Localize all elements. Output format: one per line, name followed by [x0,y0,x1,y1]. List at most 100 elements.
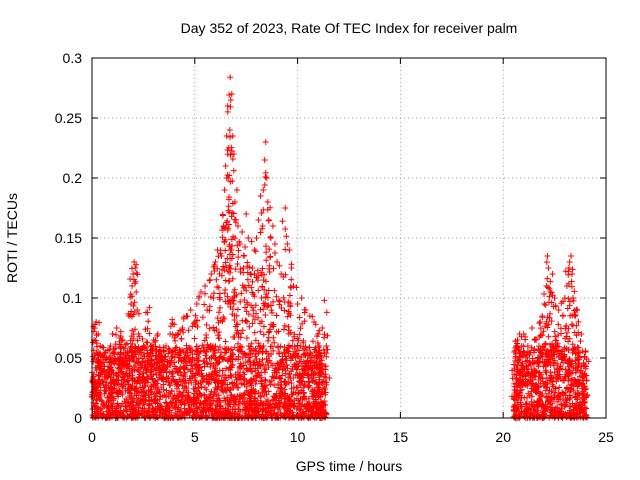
cloud-point [186,405,193,412]
cloud-point [202,352,209,359]
cloud-point [226,401,233,408]
data-point [231,199,238,205]
scatter-point [112,331,119,338]
cloud-point [102,388,109,395]
scatter-point [211,267,218,274]
cloud-point [251,395,258,402]
scatter-point [239,349,246,356]
scatter-point [127,337,134,344]
scatter-point [280,294,287,301]
cloud-point [297,406,304,413]
cloud-point [264,411,271,418]
scatter-point [183,342,190,349]
scatter-point [250,359,257,366]
data-point [136,333,143,340]
scatter-point [580,381,587,388]
scatter-point [137,351,144,358]
cloud-point [161,392,168,399]
cloud-point [113,411,120,418]
data-point [208,271,215,277]
cloud-point [164,402,171,409]
scatter-point [234,306,241,313]
data-point [97,343,104,349]
data-point [541,301,548,307]
y-tick-label: 0.15 [55,230,82,246]
cloud-point [304,364,311,371]
scatter-point [114,372,121,379]
cloud-point [188,397,195,404]
scatter-point [234,327,241,334]
scatter-point [147,363,154,370]
cloud-point [169,369,176,376]
cloud-point [274,360,281,367]
cloud-point [314,388,321,395]
cloud-point [277,382,284,389]
x-tick-label: 15 [393,429,409,445]
scatter-point [566,370,573,377]
cloud-point [242,410,249,417]
cloud-point [117,402,124,409]
cloud-point [94,410,101,417]
cloud-point [207,391,214,398]
scatter-point [562,268,569,275]
scatter-point [309,362,316,369]
scatter-point [271,287,278,294]
scatter-point [563,369,570,376]
scatter-point [201,301,208,308]
scatter-point [516,356,523,363]
cloud-point [256,372,263,379]
cloud-point [176,388,183,395]
cloud-point [215,392,222,399]
cloud-point [561,373,568,380]
data-point [572,313,579,319]
scatter-point [244,269,251,276]
scatter-point [244,259,251,266]
scatter-point [139,335,146,342]
cloud-point [136,410,143,417]
cloud-point [544,380,551,387]
scatter-point [248,238,255,245]
cloud-point [551,407,558,414]
data-point [512,355,519,361]
scatter-point [288,276,295,283]
cloud-point [214,383,221,390]
scatter-point [200,347,207,354]
scatter-point [241,283,248,290]
cloud-point [582,365,589,372]
scatter-point [124,387,131,394]
data-point [197,289,204,295]
scatter-point [204,341,211,348]
cloud-point [574,344,581,351]
scatter-point [187,375,194,382]
scatter-point [107,364,114,371]
x-axis-label: GPS time / hours [296,458,403,474]
scatter-point [285,350,292,357]
cloud-point [236,364,243,371]
scatter-point [553,343,560,350]
cloud-point [186,412,193,419]
scatter-point [141,377,148,384]
data-point [255,217,262,223]
cloud-point [131,408,138,415]
cloud-point [165,393,172,400]
grid-lines [92,58,606,418]
scatter-point [146,330,153,337]
scatter-point [241,304,248,311]
scatter-point [540,328,547,335]
scatter-point [197,363,204,370]
scatter-point [96,395,103,402]
cloud-point [536,397,543,404]
scatter-point [270,298,277,305]
data-point [539,313,546,319]
cloud-point [163,387,170,394]
scatter-point [262,293,269,300]
cloud-point [234,410,241,417]
scatter-point [252,248,259,255]
cloud-point [160,407,167,414]
data-point [195,295,202,301]
scatter-point [216,335,223,342]
cloud-point [218,381,225,388]
data-point [154,331,161,337]
scatter-point [585,358,592,365]
cloud-point [194,407,201,414]
